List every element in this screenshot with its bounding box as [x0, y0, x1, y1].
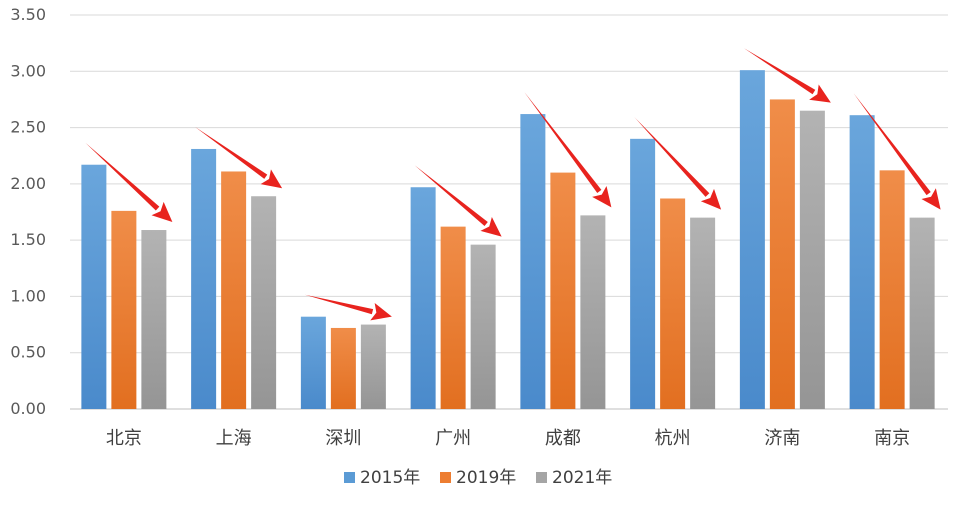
bar-2019年-成都 — [550, 172, 576, 409]
trend-arrow-shaft-北京 — [85, 142, 160, 211]
trend-arrow-head-上海 — [260, 169, 283, 189]
bar-2019年-上海 — [221, 171, 247, 409]
legend-swatch-2021年 — [536, 472, 547, 483]
y-tick-label: 2.00 — [10, 174, 46, 193]
x-category-label: 上海 — [216, 428, 252, 449]
trend-arrow-shaft-深圳 — [304, 294, 374, 315]
bar-2015年-南京 — [849, 115, 875, 409]
legend: 2015年 2019年 2021年 — [344, 468, 612, 488]
bar-2021年-上海 — [251, 196, 277, 409]
trend-arrow-head-济南 — [809, 84, 831, 103]
bar-2015年-济南 — [739, 70, 765, 409]
y-tick-label: 2.50 — [10, 118, 46, 137]
trend-arrow-shaft-南京 — [853, 93, 931, 196]
trend-arrow-shaft-广州 — [414, 165, 488, 226]
trend-arrow-head-深圳 — [370, 302, 392, 321]
legend-label: 2019年 — [456, 468, 516, 488]
bars — [81, 70, 935, 410]
trend-arrow-head-广州 — [480, 216, 502, 237]
trend-arrow-head-杭州 — [700, 188, 722, 210]
gridlines — [70, 14, 948, 410]
bar-2015年-广州 — [410, 187, 436, 409]
y-axis-tick-labels: 0.00 0.50 1.00 1.50 2.00 2.50 3.00 3.50 — [10, 5, 46, 418]
bar-2021年-济南 — [799, 110, 825, 409]
y-tick-label: 1.50 — [10, 230, 46, 249]
trend-arrows — [85, 48, 941, 321]
y-tick-label: 0.00 — [10, 399, 46, 418]
y-tick-label: 3.00 — [10, 61, 46, 80]
bar-2021年-成都 — [580, 215, 606, 409]
bar-2015年-杭州 — [630, 138, 656, 410]
bar-2019年-济南 — [769, 99, 795, 409]
trend-arrow-shaft-济南 — [743, 48, 816, 95]
legend-swatch-2015年 — [344, 472, 355, 483]
trend-arrow-head-南京 — [921, 188, 941, 210]
bar-2021年-深圳 — [360, 324, 386, 409]
y-tick-label: 1.00 — [10, 286, 46, 305]
trend-arrow-head-成都 — [592, 185, 612, 208]
bar-2019年-杭州 — [660, 198, 686, 409]
x-category-label: 广州 — [435, 428, 471, 449]
bar-2021年-北京 — [141, 230, 167, 409]
bar-2019年-深圳 — [330, 327, 356, 409]
bar-2015年-北京 — [81, 164, 107, 409]
bar-2021年-杭州 — [690, 217, 716, 409]
trend-arrow-head-北京 — [151, 201, 173, 223]
legend-label: 2015年 — [360, 468, 420, 488]
bar-2021年-广州 — [470, 244, 496, 409]
legend-swatch-2019年 — [440, 472, 451, 483]
trend-arrow-shaft-成都 — [524, 92, 602, 193]
bar-2019年-北京 — [111, 210, 137, 409]
x-category-label: 北京 — [106, 428, 142, 449]
x-axis-category-labels: 北京 上海 深圳 广州 成都 杭州 济南 南京 — [106, 428, 910, 449]
y-tick-label: 0.50 — [10, 343, 46, 362]
x-category-label: 深圳 — [325, 428, 361, 449]
x-category-label: 杭州 — [655, 428, 691, 449]
bar-2015年-成都 — [520, 114, 546, 409]
bar-2019年-南京 — [879, 170, 905, 409]
x-category-label: 济南 — [764, 428, 800, 449]
bar-2015年-深圳 — [300, 316, 326, 409]
y-tick-label: 3.50 — [10, 5, 46, 24]
bar-2021年-南京 — [909, 217, 935, 409]
bar-2015年-上海 — [191, 148, 217, 409]
x-category-label: 南京 — [874, 428, 910, 449]
trend-arrow-shaft-上海 — [195, 126, 268, 179]
legend-label: 2021年 — [552, 468, 612, 488]
trend-arrow-shaft-杭州 — [634, 116, 710, 197]
x-category-label: 成都 — [545, 428, 581, 449]
bar-2019年-广州 — [440, 226, 466, 409]
